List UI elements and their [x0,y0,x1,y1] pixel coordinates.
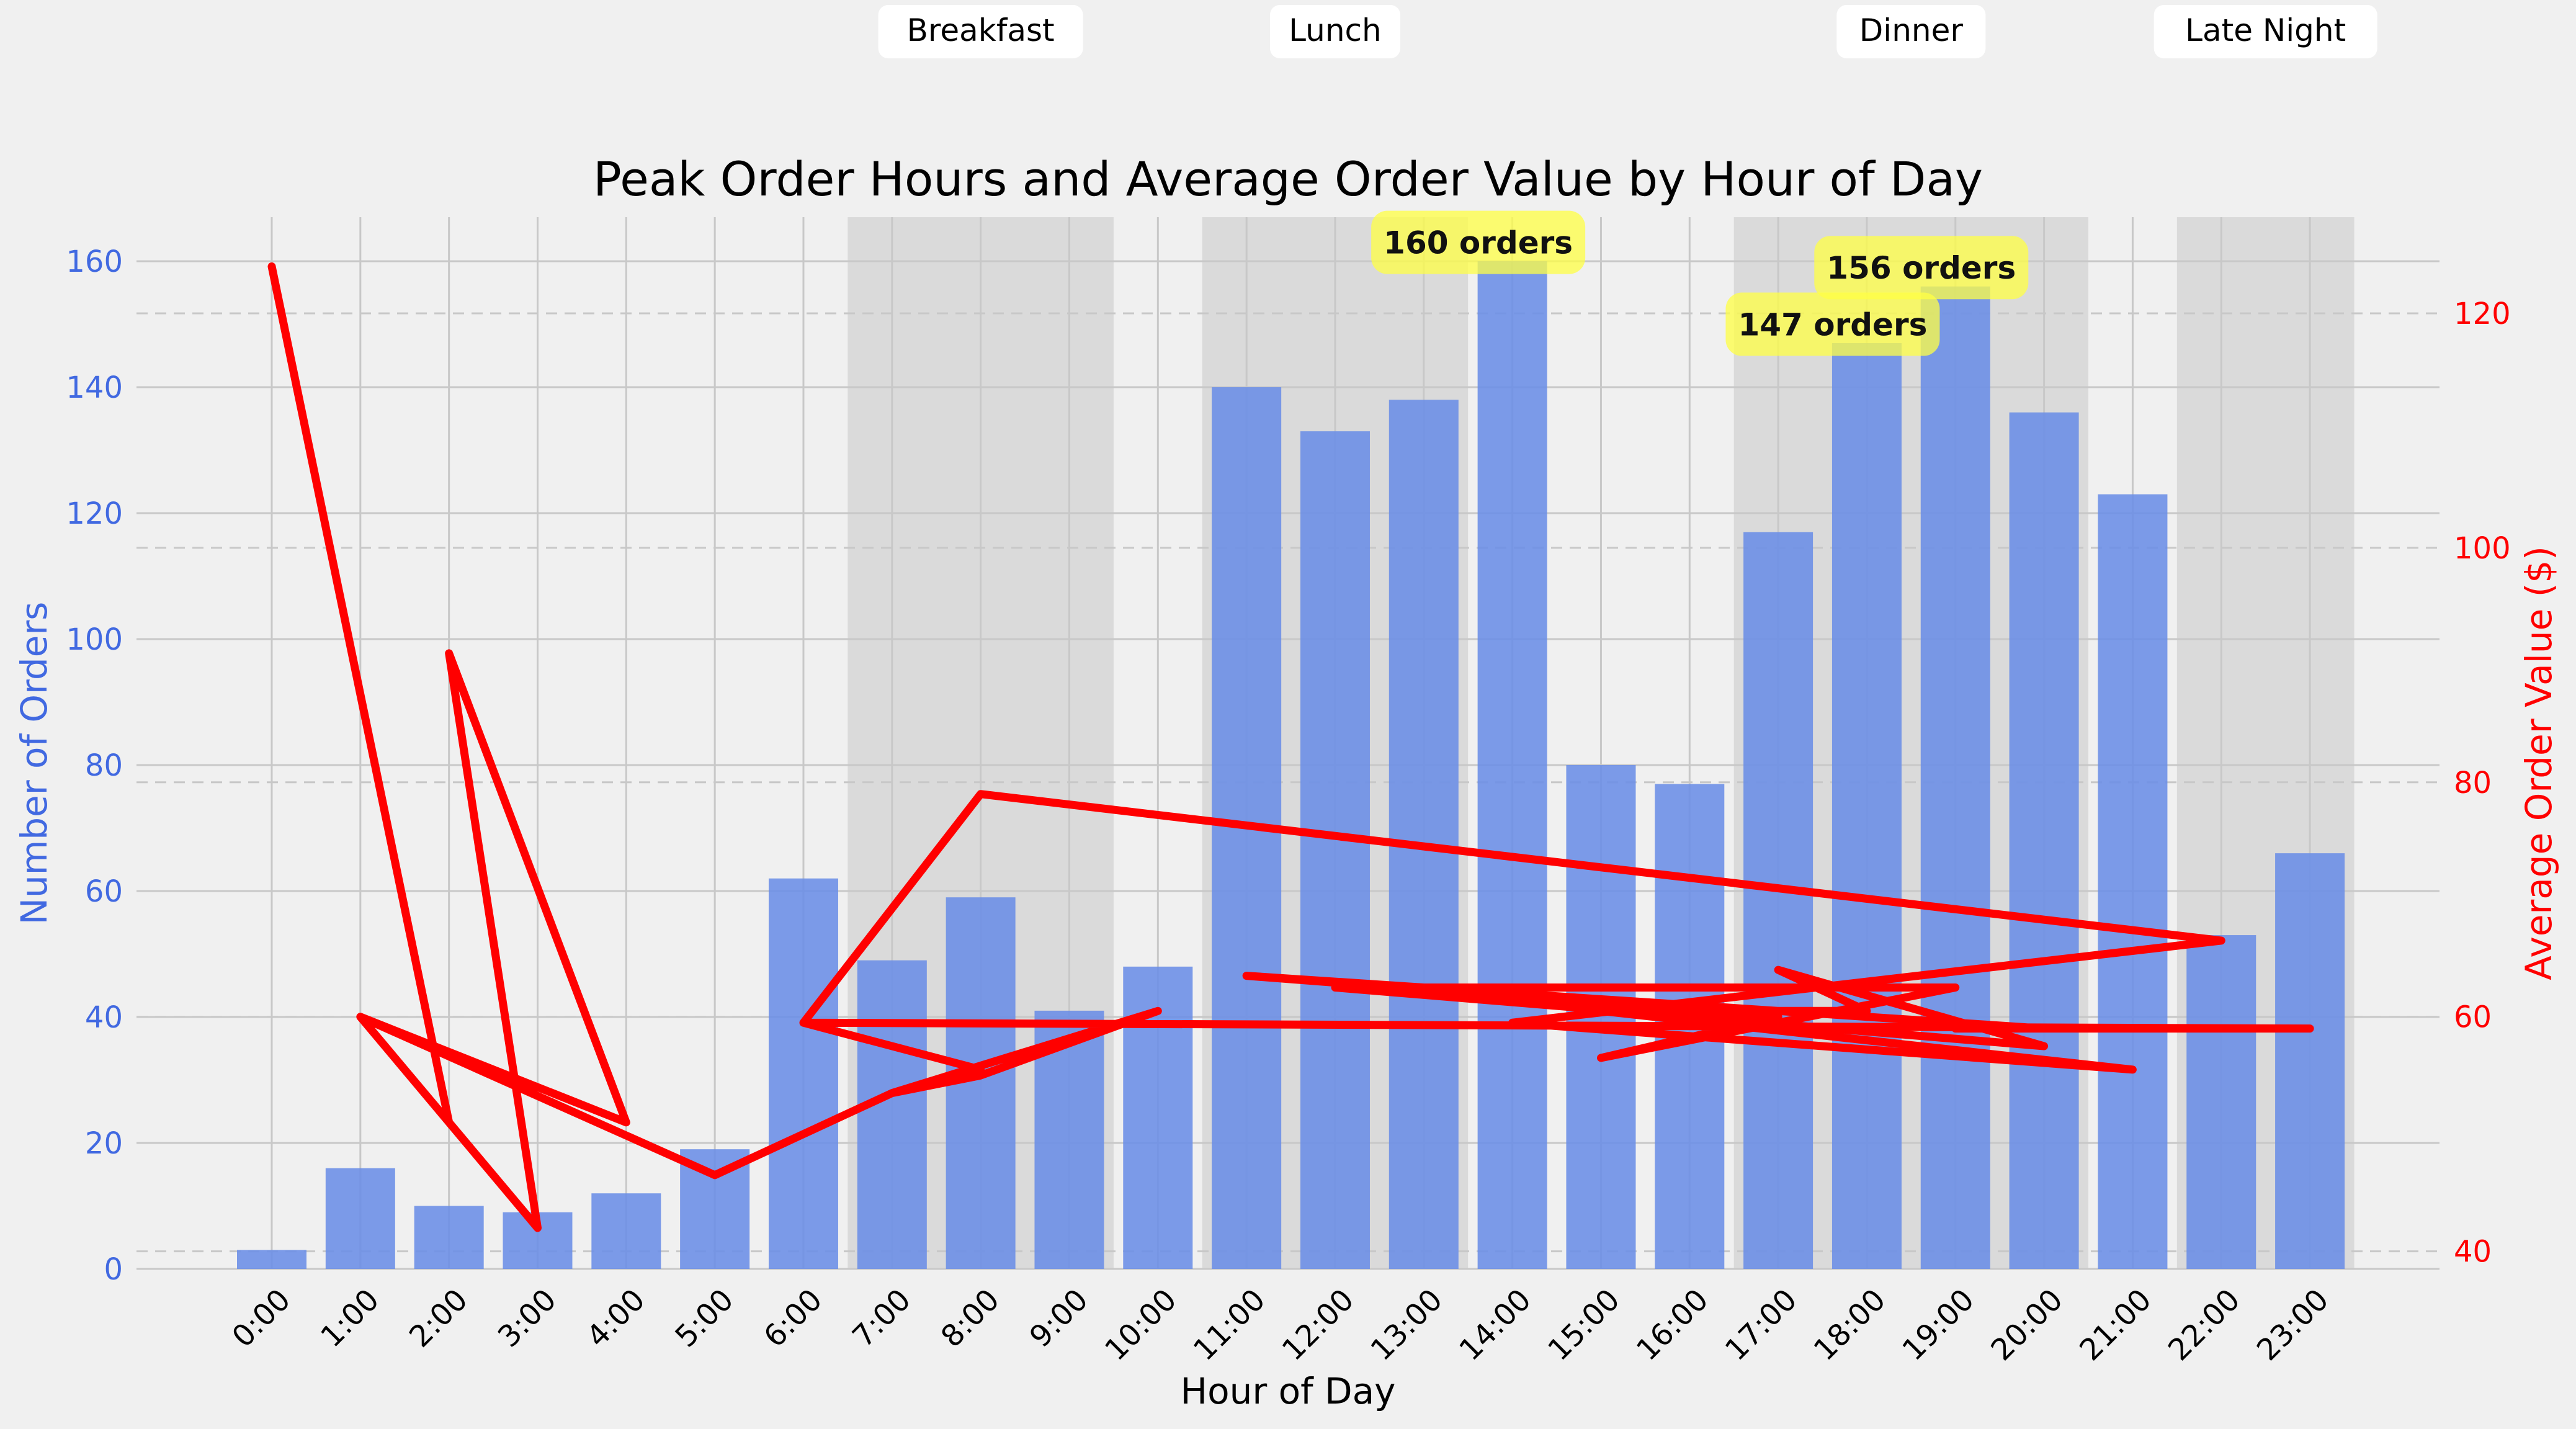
bar-6:00 [768,878,838,1269]
meal-period-label-box [1269,5,1400,58]
meal-period-label: Dinner [1859,12,1964,48]
y2-tick-label: 40 [2454,1235,2492,1270]
y-tick-label: 140 [66,370,123,405]
y2-tick-label: 60 [2454,1000,2492,1035]
annotation-label: 160 orders [1384,225,1573,261]
y-tick-label: 80 [85,748,123,783]
bar-17:00 [1743,532,1813,1269]
bar-22:00 [2186,935,2256,1269]
avg-order-value-line [267,262,2314,1232]
y2-tick-label: 120 [2454,297,2511,331]
bar-4:00 [591,1193,661,1269]
bar-19:00 [1920,286,1990,1269]
annotation-box [1814,236,2029,300]
chart-title: Peak Order Hours and Average Order Value… [593,151,1983,207]
bar-18:00 [1831,343,1902,1269]
y2-tick-label: 100 [2454,531,2511,566]
bar-13:00 [1389,400,1459,1269]
annotation-box [1371,210,1586,274]
y-tick-label: 100 [66,622,123,657]
bar-21:00 [2098,494,2168,1269]
meal-period-label: Breakfast [907,12,1055,48]
bar-2:00 [414,1206,484,1269]
bar-7:00 [857,960,927,1269]
annotation-label: 156 orders [1827,250,2016,286]
bar-14:00 [1477,261,1547,1270]
meal-period-label: Late Night [2185,12,2346,48]
meal-period-label-box [878,5,1083,58]
y-tick-label: 60 [85,874,123,909]
y-tick-label: 0 [104,1252,123,1287]
bar-20:00 [2009,412,2079,1269]
bar-12:00 [1300,431,1370,1269]
line-series [267,262,2314,1232]
annotation-label: 147 orders [1738,307,1927,343]
meal-period-label-box [1836,5,1986,58]
meal-period-label-box [2153,5,2377,58]
y2-axis-label: Average Order Value ($) [2518,546,2560,980]
y-tick-label: 40 [85,1000,123,1035]
y-tick-label: 120 [66,496,123,531]
x-axis-label: Hour of Day [1180,1370,1395,1412]
bar-series [237,261,2345,1270]
bar-0:00 [237,1250,306,1269]
bar-1:00 [325,1168,395,1269]
annotation-box [1725,292,1940,356]
y-tick-label: 20 [85,1126,123,1161]
bar-5:00 [680,1149,750,1269]
y-tick-label: 160 [66,244,123,279]
y-axis-label: Number of Orders [13,602,55,925]
meal-period-label: Lunch [1289,12,1382,48]
annotations: 160 orders 156 orders 147 orders [1371,210,2029,356]
bar-23:00 [2275,853,2345,1269]
y2-tick-label: 80 [2454,766,2492,800]
